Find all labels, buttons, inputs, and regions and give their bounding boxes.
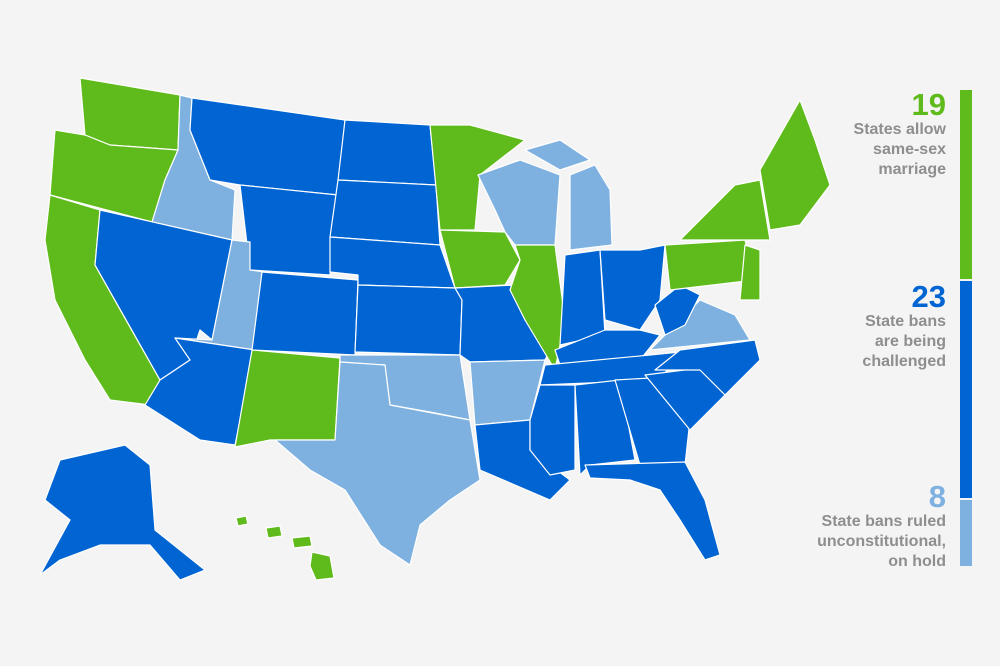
state-il: [509, 244, 566, 371]
state-nm: [234, 349, 341, 448]
state-mi: [524, 139, 591, 171]
legend-item-on-hold: 8 State bans ruled unconstitutional, on …: [817, 479, 946, 572]
state-new-england: [759, 99, 831, 231]
state-oh: [599, 244, 666, 331]
state-wy: [239, 184, 339, 276]
state-fl: [584, 461, 721, 561]
state-co: [251, 271, 359, 356]
state-nj-md-de: [739, 244, 761, 301]
state-ks: [354, 284, 463, 356]
legend-label-line: marriage: [878, 161, 946, 178]
state-ia: [439, 229, 521, 289]
state-hi: [291, 535, 313, 549]
legend-count: 8: [928, 479, 946, 514]
legend-label-line: on hold: [888, 553, 946, 570]
state-ny: [679, 179, 771, 241]
legend-label-line: are being: [874, 333, 946, 350]
state-mt: [189, 97, 346, 196]
legend-label-line: unconstitutional,: [817, 533, 946, 550]
state-in: [559, 249, 606, 346]
legend-bar-on-hold: [960, 500, 972, 566]
legend-label-line: challenged: [862, 353, 946, 370]
state-al: [574, 379, 636, 476]
legend-label-line: State bans ruled: [821, 513, 946, 530]
legend-label-line: State bans: [865, 313, 946, 330]
state-tx: [274, 361, 481, 566]
state-nc: [654, 339, 761, 396]
legend-bar-challenged: [960, 281, 972, 498]
legend-item-allow: 19 States allow same-sex marriage: [853, 87, 946, 180]
legend-item-challenged: 23 State bans are being challenged: [862, 279, 946, 372]
state-ak: [39, 444, 206, 581]
legend-count: 23: [911, 279, 946, 314]
legend-bar-allow: [960, 90, 972, 279]
state-ga: [614, 377, 691, 466]
legend-count: 19: [911, 87, 946, 122]
state-hi: [265, 525, 283, 539]
state-hi: [309, 551, 335, 581]
legend-label-line: same-sex: [873, 141, 946, 158]
state-mi: [569, 164, 613, 251]
state-nd: [337, 119, 437, 186]
state-sd: [329, 179, 441, 246]
state-hi: [235, 515, 249, 527]
legend-label-line: States allow: [853, 121, 946, 138]
